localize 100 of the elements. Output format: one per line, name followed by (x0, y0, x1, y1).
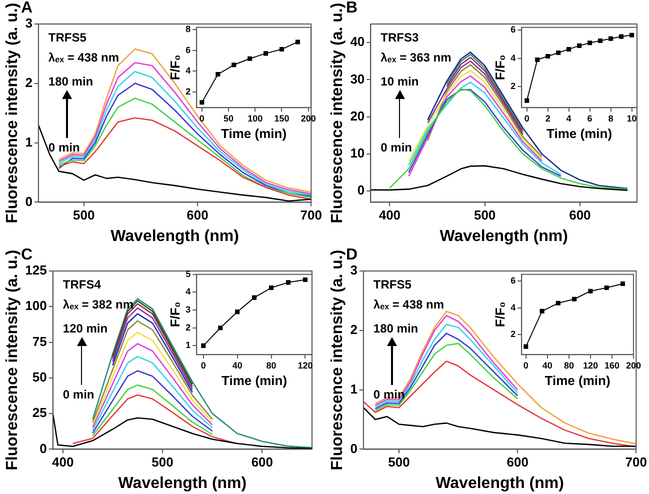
x-tick-label: 700 (300, 208, 322, 223)
y-tick-label: 25 (32, 405, 47, 420)
y-tick-label: 8 (186, 24, 191, 34)
x-tick-label: 500 (388, 454, 410, 470)
point (524, 98, 530, 103)
point (618, 34, 624, 39)
point (598, 38, 603, 44)
x-tick-label: 500 (474, 208, 496, 223)
y-tick-label: 6 (510, 276, 516, 286)
point (604, 286, 609, 290)
x-tick-label: 600 (186, 208, 208, 223)
annotation: λₑₓ = 363 nm (380, 50, 452, 64)
y-tick-label: 4 (186, 66, 191, 76)
x-tick-label: 80 (266, 360, 276, 370)
point (566, 46, 572, 52)
annotation: TRFS3 (380, 30, 419, 44)
point (218, 326, 223, 330)
point (588, 40, 592, 46)
x-tick-label: 10 (626, 113, 637, 124)
x-tick-label: 6 (587, 113, 592, 124)
point (232, 62, 236, 68)
x-tick-label: 500 (152, 454, 174, 470)
point (608, 36, 614, 41)
y-axis-title: F/F₀ (167, 54, 182, 80)
x-axis-title: Time (min) (544, 372, 610, 388)
annotation: 180 min (373, 321, 418, 336)
point (201, 343, 206, 348)
y-axis-title: F/F₀ (167, 302, 182, 328)
point (535, 57, 540, 62)
annotation: 0 min (62, 387, 94, 402)
x-axis-title: Time (min) (221, 126, 287, 141)
annotation: TRFS5 (373, 277, 412, 292)
y-tick-label: 10 (350, 146, 365, 161)
x-tick-label: 0 (200, 360, 206, 370)
x-tick-label: 400 (378, 208, 401, 223)
annotation: 120 min (62, 321, 108, 336)
y-axis-title: Fluorescence intensity (a. u.) (329, 2, 346, 224)
y-tick-label: 3 (25, 16, 32, 31)
x-tick-label: 0 (523, 360, 528, 370)
x-tick-label: 160 (604, 360, 620, 370)
x-axis-title: Time (min) (222, 372, 288, 388)
point (286, 280, 291, 285)
x-tick-label: 4 (566, 113, 572, 124)
point (524, 344, 528, 349)
chart-title: B (346, 0, 358, 16)
chart-title: D (346, 246, 358, 264)
y-tick-label: 4 (510, 52, 516, 63)
x-axis-title: Wavelength (nm) (440, 228, 568, 245)
y-tick-label: 6 (510, 24, 516, 35)
y-tick-label: 2 (186, 86, 191, 96)
annotation: λₑₓ = 382 nm (62, 297, 134, 312)
point (302, 277, 308, 282)
x-tick-label: 100 (248, 113, 263, 124)
y-tick-label: 2 (25, 74, 32, 90)
y-tick-label: 5 (186, 268, 191, 279)
x-tick-label: 600 (251, 454, 274, 470)
y-tick-label: 0 (357, 182, 365, 198)
x-tick-label: 2 (545, 113, 550, 124)
point (588, 288, 593, 294)
x-axis-title: Wavelength (nm) (436, 474, 564, 492)
x-axis-title: Wavelength (nm) (110, 228, 239, 245)
y-axis-title: F/F₀ (492, 54, 508, 80)
annotation: 0 min (48, 140, 80, 154)
y-tick-label: 100 (25, 298, 47, 314)
point (295, 40, 300, 44)
point (572, 296, 577, 302)
x-tick-label: 0 (524, 113, 530, 124)
y-tick-label: 2 (186, 322, 191, 332)
y-tick-label: 0 (25, 194, 32, 209)
y-tick-label: 20 (350, 108, 365, 124)
y-tick-label: 2 (350, 322, 358, 337)
annotation: λₑₓ = 438 nm (373, 297, 444, 312)
x-tick-label: 40 (232, 360, 242, 370)
point (252, 295, 257, 300)
point (264, 51, 268, 56)
x-tick-label: 400 (52, 454, 74, 470)
x-axis-title: Time (min) (546, 126, 612, 141)
y-axis-title: F/F₀ (492, 302, 508, 328)
point (235, 310, 240, 314)
annotation: 0 min (380, 140, 412, 154)
x-tick-label: 700 (625, 454, 648, 470)
point (556, 50, 561, 55)
point (540, 308, 544, 314)
point (269, 286, 274, 290)
annotation: TRFS5 (48, 30, 87, 44)
chart-title: C (21, 246, 33, 264)
y-tick-label: 2 (510, 329, 516, 340)
chart-title: A (21, 0, 33, 16)
x-tick-label: 50 (224, 113, 234, 124)
point (556, 300, 560, 306)
y-axis-title: Fluorescence intensity (a. u.) (329, 250, 346, 470)
annotation: 10 min (380, 74, 419, 88)
y-tick-label: 4 (510, 302, 516, 312)
point (577, 43, 582, 48)
annotation: TRFS4 (62, 277, 102, 292)
x-tick-label: 600 (569, 208, 591, 223)
y-tick-label: 1 (350, 381, 358, 396)
y-tick-label: 4 (186, 286, 191, 297)
y-axis-title: Fluorescence intensity (a. u.) (4, 250, 22, 470)
y-tick-label: 0 (40, 440, 47, 456)
